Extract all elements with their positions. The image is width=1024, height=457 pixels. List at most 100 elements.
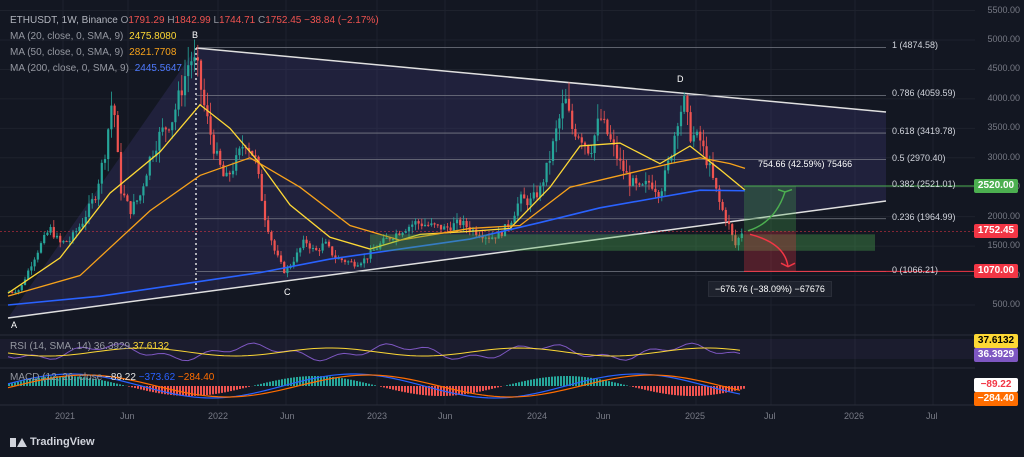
candle-body [103, 159, 107, 163]
macd-hist-bar [170, 386, 172, 395]
macd-value-1: −89.22 [105, 372, 136, 383]
macd-hist-bar [200, 386, 202, 396]
macd-hist-bar [32, 378, 34, 386]
macd-hist-bar [701, 386, 703, 396]
macd-hist-bar [365, 383, 367, 386]
macd-hist-bar [506, 385, 508, 386]
candle-body [324, 241, 327, 244]
macd-hist-bar [230, 386, 232, 392]
candle-body [567, 98, 571, 111]
candle-body [625, 171, 628, 173]
fib-label: 0 (1066.21) [892, 264, 939, 275]
candle-body [740, 233, 743, 239]
macd-hist-bar [398, 386, 400, 392]
candle-body [436, 224, 439, 226]
macd-hist-bar [695, 386, 697, 396]
candle-body [686, 95, 689, 113]
macd-hist-bar [164, 386, 166, 395]
candle-body [375, 248, 379, 250]
wedge-upper-line [195, 47, 887, 113]
tradingview-logo[interactable]: TradingView [10, 436, 95, 448]
candle-body [276, 250, 279, 256]
symbol-label[interactable]: ETHUSDT, 1W, Binance [10, 15, 118, 26]
x-tick-label: Jul [926, 411, 938, 421]
candle-body [52, 227, 55, 238]
macd-hist-bar [233, 386, 235, 391]
fib-label: 0.236 (1964.99) [892, 211, 956, 222]
candle-body [465, 220, 468, 228]
candle-body [695, 131, 699, 136]
candle-body [423, 224, 427, 227]
candle-body [193, 57, 196, 62]
rsi-value: 37.6132 [132, 341, 170, 352]
candle-body [583, 142, 587, 146]
macd-hist-bar [743, 386, 745, 389]
macd-hist-bar [116, 383, 118, 386]
candle-body [558, 118, 561, 129]
macd-hist-bar [521, 381, 523, 386]
macd-hist-bar [740, 386, 742, 390]
macd-hist-bar [602, 379, 604, 386]
candle-body [382, 238, 385, 244]
ma200-legend[interactable]: MA (200, close, 0, SMA, 9) 2445.5647 [10, 63, 182, 74]
ohlc-close: C1752.45 [257, 15, 302, 26]
rsi-ma-line [7, 347, 741, 357]
candle-body [91, 199, 94, 204]
candle-body [356, 265, 359, 267]
candle-body [174, 109, 177, 123]
candle-body [660, 191, 663, 198]
macd-hist-bar [728, 386, 730, 393]
macd-hist-bar [641, 386, 643, 390]
candle-body [75, 231, 78, 233]
macd-hist-bar [80, 376, 82, 386]
candle-body [209, 116, 212, 135]
candle-body [190, 61, 193, 66]
macd-hist-bar [188, 386, 190, 396]
price-tag: 2520.00 [974, 179, 1018, 194]
macd-hist-bar [263, 383, 265, 386]
x-tick-label: 2022 [208, 411, 229, 421]
macd-hist-bar [383, 386, 385, 388]
candle-body [705, 146, 708, 166]
up-arrow-head [777, 188, 793, 193]
candle-body [347, 261, 350, 263]
candle-body [494, 237, 497, 239]
candle-body [545, 162, 548, 183]
candle-body [593, 135, 596, 154]
ma50-legend[interactable]: MA (50, close, 0, SMA, 9) 2821.7708 [10, 47, 177, 58]
candle-body [417, 221, 420, 224]
macd-legend[interactable]: MACD (12, 26, close −89.22 −373.62 −284.… [10, 372, 214, 383]
macd-hist-bar [530, 379, 532, 386]
candle-body [251, 150, 254, 156]
candle-body [302, 239, 305, 249]
macd-hist-bar [389, 386, 391, 389]
macd-hist-bar [716, 386, 718, 395]
macd-hist-bar [680, 386, 682, 396]
macd-hist-bar [98, 379, 100, 386]
point-c-label: C [284, 287, 291, 297]
macd-hist-bar [353, 380, 355, 386]
macd-hist-bar [59, 376, 61, 386]
macd-hist-bar [326, 376, 328, 386]
candle-body [199, 60, 203, 90]
candle-body [273, 240, 276, 251]
macd-hist-bar [368, 383, 370, 386]
macd-hist-bar [461, 386, 463, 395]
macd-hist-bar [512, 383, 514, 386]
ma20-legend[interactable]: MA (20, close, 0, SMA, 9) 2475.8080 [10, 31, 177, 42]
macd-hist-bar [431, 386, 433, 396]
candle-body [599, 118, 603, 120]
macd-hist-bar [587, 377, 589, 386]
macd-hist-bar [143, 386, 145, 391]
rsi-line [7, 342, 741, 362]
macd-hist-bar [248, 386, 250, 387]
candle-body [481, 236, 484, 239]
candle-body [388, 237, 391, 240]
macd-hist-bar [485, 386, 487, 391]
macd-hist-bar [104, 380, 106, 386]
candle-body [721, 201, 724, 210]
candle-body [430, 223, 433, 226]
rsi-legend[interactable]: RSI (14, SMA, 14) 36.3929 37.6132 [10, 341, 169, 352]
